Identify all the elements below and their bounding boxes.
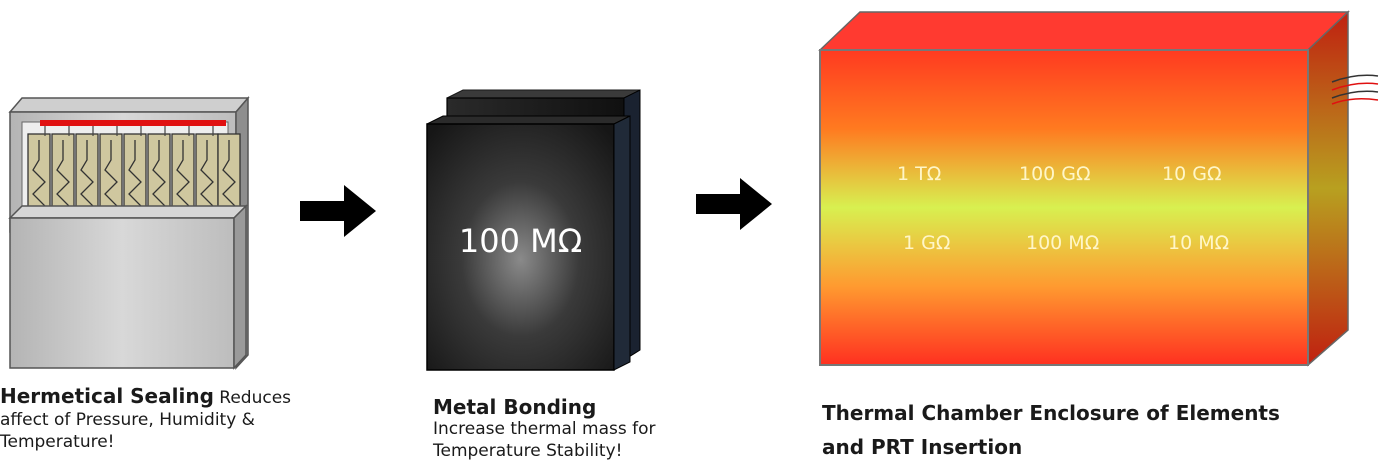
arrow-right-icon bbox=[696, 178, 772, 230]
chamber-caption: Thermal Chamber Enclosure of Elements an… bbox=[822, 396, 1362, 464]
hermetic-caption-line3: Temperature! bbox=[0, 432, 115, 452]
chamber-label-10mohm: 10 MΩ bbox=[1168, 232, 1230, 254]
chamber-label-1tohm: 1 TΩ bbox=[897, 163, 942, 185]
chamber-label-100gohm: 100 GΩ bbox=[1019, 163, 1091, 185]
metal-resistor-value: 100 MΩ bbox=[458, 222, 583, 260]
hermetic-sealed-package bbox=[8, 95, 250, 370]
thermal-chamber bbox=[818, 10, 1379, 367]
arrow-right-icon bbox=[300, 185, 376, 237]
prt-wires-icon bbox=[1331, 74, 1379, 105]
hermetic-caption-title: Hermetical Sealing bbox=[0, 384, 214, 408]
chamber-label-1gohm: 1 GΩ bbox=[903, 232, 951, 254]
metal-caption-line2: Increase thermal mass for bbox=[433, 419, 656, 439]
metal-caption: Metal Bonding Increase thermal mass for … bbox=[433, 396, 733, 462]
metal-bonded-resistor bbox=[426, 89, 641, 371]
hermetic-caption-rest: Reduces bbox=[213, 388, 292, 408]
metal-caption-title: Metal Bonding bbox=[433, 395, 597, 419]
hermetic-caption-line2: affect of Pressure, Humidity & bbox=[0, 410, 255, 430]
seal-red-bar bbox=[40, 120, 226, 126]
chamber-caption-line2: and PRT Insertion bbox=[822, 435, 1023, 459]
hermetic-caption: Hermetical Sealing Reduces affect of Pre… bbox=[0, 385, 340, 453]
metal-caption-line3: Temperature Stability! bbox=[433, 441, 623, 461]
chamber-label-10gohm: 10 GΩ bbox=[1162, 163, 1222, 185]
top-cropped-text bbox=[390, 0, 650, 4]
chamber-label-100mohm: 100 MΩ bbox=[1026, 232, 1100, 254]
chamber-caption-line1: Thermal Chamber Enclosure of Elements bbox=[822, 401, 1280, 425]
